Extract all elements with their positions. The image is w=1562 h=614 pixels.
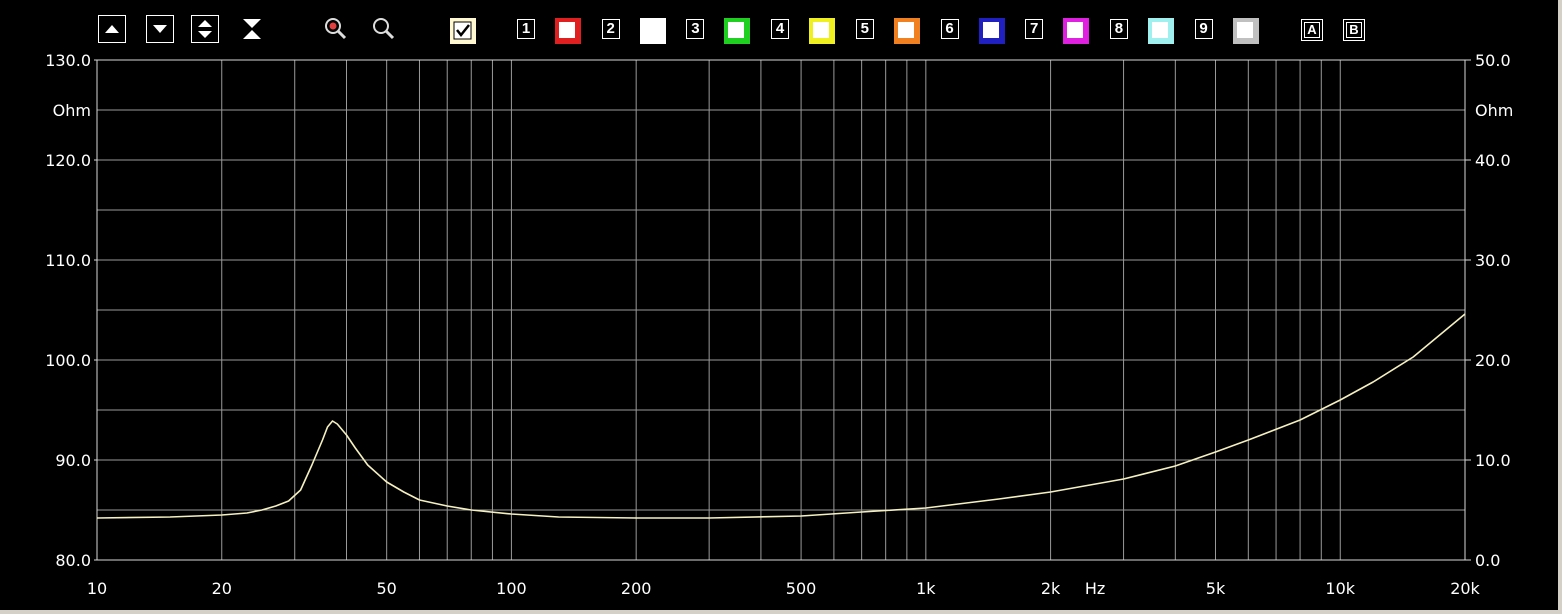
- left-tick-label: 130.0: [45, 51, 91, 70]
- curve-slot-number: 4: [775, 20, 785, 37]
- x-tick-label: 2k: [1041, 579, 1061, 598]
- curve-slot-number: 7: [1030, 20, 1039, 37]
- right-tick-label: 40.0: [1475, 151, 1511, 170]
- plot-area: [96, 313, 1466, 519]
- curve-slot-2-label: 2: [601, 19, 620, 39]
- curve-slot-1-label: 1: [517, 19, 535, 39]
- curve-slot-9-toggle[interactable]: [1232, 18, 1259, 44]
- curve-slot-4-label: 4: [771, 19, 790, 39]
- zoom-in-button[interactable]: [322, 16, 347, 42]
- curve-slot-checkbox: [643, 22, 660, 38]
- curve-slot-9-label: 9: [1194, 19, 1213, 39]
- curve-slot-5-toggle[interactable]: [893, 18, 920, 44]
- x-tick-label: 50: [376, 579, 396, 598]
- left-tick-label: 110.0: [45, 251, 91, 270]
- curve-slot-checkbox: [728, 22, 745, 38]
- curve-slot-checkbox: [1236, 22, 1253, 38]
- right-tick-label: 30.0: [1475, 251, 1511, 270]
- left-tick-label: 100.0: [45, 351, 91, 370]
- curve-slot-checkbox: [1067, 22, 1084, 38]
- active-curve-checkbox[interactable]: [450, 18, 476, 44]
- left-tick-label: 120.0: [45, 151, 91, 170]
- compress-range-button[interactable]: [240, 16, 264, 42]
- x-tick-label: 20k: [1450, 579, 1480, 598]
- arrow-down-icon: [153, 25, 167, 33]
- curve-slot-checkbox: [1151, 22, 1168, 38]
- curve-slot-number: 9: [1199, 20, 1208, 37]
- curve-slot-number: 2: [606, 20, 615, 37]
- curve-slot-number: 5: [860, 20, 869, 37]
- curve-slot-1-toggle[interactable]: [555, 18, 581, 44]
- curve-slot-checkbox: [982, 22, 999, 38]
- toolbar: 1 2 3 4 5 6 7 8 9 A B: [0, 0, 1558, 50]
- curve-slot-8-toggle[interactable]: [1147, 18, 1174, 44]
- zoom-out-icon: [373, 18, 395, 40]
- checkmark-icon: [453, 21, 472, 40]
- left-unit-label: Ohm: [53, 101, 91, 120]
- a-button[interactable]: A: [1301, 19, 1323, 41]
- expand-range-button[interactable]: [191, 15, 219, 43]
- chart-grid: [96, 59, 1466, 561]
- curve-slot-number: 8: [1114, 20, 1124, 37]
- curve-slot-checkbox: [559, 22, 575, 38]
- right-tick-label: 10.0: [1475, 451, 1511, 470]
- scale-down-button[interactable]: [146, 15, 174, 43]
- arrows-up-down-icon: [198, 20, 212, 38]
- left-axis: 80.0 90.0 100.0 110.0 120.0 130.0 Ohm: [45, 51, 97, 570]
- x-axis: 10 20 50 100 200 500 1k 2k 5k 10k 20k Hz: [87, 579, 1481, 598]
- x-tick-label: 5k: [1206, 579, 1226, 598]
- left-tick-label: 80.0: [55, 551, 91, 570]
- a-button-label: A: [1304, 22, 1320, 38]
- x-tick-label: 20: [212, 579, 232, 598]
- curve-slot-5-label: 5: [855, 19, 874, 39]
- impedance-curve: [96, 313, 1466, 519]
- curve-slot-7-toggle[interactable]: [1063, 18, 1090, 44]
- right-tick-label: 50.0: [1475, 51, 1511, 70]
- curve-slot-3-toggle[interactable]: [724, 18, 751, 44]
- x-tick-label: 10k: [1325, 579, 1355, 598]
- curve-slot-2-toggle[interactable]: [639, 18, 666, 44]
- right-tick-label: 0.0: [1475, 551, 1500, 570]
- curve-slot-6-label: 6: [940, 19, 959, 39]
- curve-slot-checkbox: [897, 22, 914, 38]
- right-axis: 0.0 10.0 20.0 30.0 40.0 50.0 Ohm: [1465, 51, 1513, 570]
- curve-slot-number: 6: [945, 20, 954, 37]
- curve-slot-7-label: 7: [1025, 19, 1044, 39]
- curve-slot-8-label: 8: [1109, 19, 1128, 39]
- curve-slot-6-toggle[interactable]: [978, 18, 1005, 44]
- x-tick-label: 500: [786, 579, 817, 598]
- zoom-in-icon: [325, 18, 347, 40]
- curve-slot-checkbox: [813, 22, 830, 38]
- compress-vertical-icon: [243, 19, 261, 39]
- scale-up-button[interactable]: [98, 15, 126, 43]
- curve-slot-4-toggle[interactable]: [809, 18, 836, 44]
- plot-frame: [96, 59, 1466, 561]
- right-tick-label: 20.0: [1475, 351, 1511, 370]
- arrow-up-icon: [105, 25, 119, 33]
- x-tick-label: 10: [87, 579, 107, 598]
- curve-slot-3-label: 3: [686, 19, 705, 39]
- x-tick-label: 1k: [916, 579, 936, 598]
- b-button-label: B: [1346, 22, 1362, 38]
- x-unit-label: Hz: [1085, 579, 1105, 598]
- left-tick-label: 90.0: [55, 451, 91, 470]
- right-unit-label: Ohm: [1475, 101, 1513, 120]
- b-button[interactable]: B: [1343, 19, 1365, 41]
- zoom-out-button[interactable]: [370, 16, 395, 42]
- x-tick-label: 200: [621, 579, 652, 598]
- curve-slot-number: 3: [691, 20, 700, 37]
- curve-slot-number: 1: [521, 20, 531, 37]
- x-tick-label: 100: [496, 579, 527, 598]
